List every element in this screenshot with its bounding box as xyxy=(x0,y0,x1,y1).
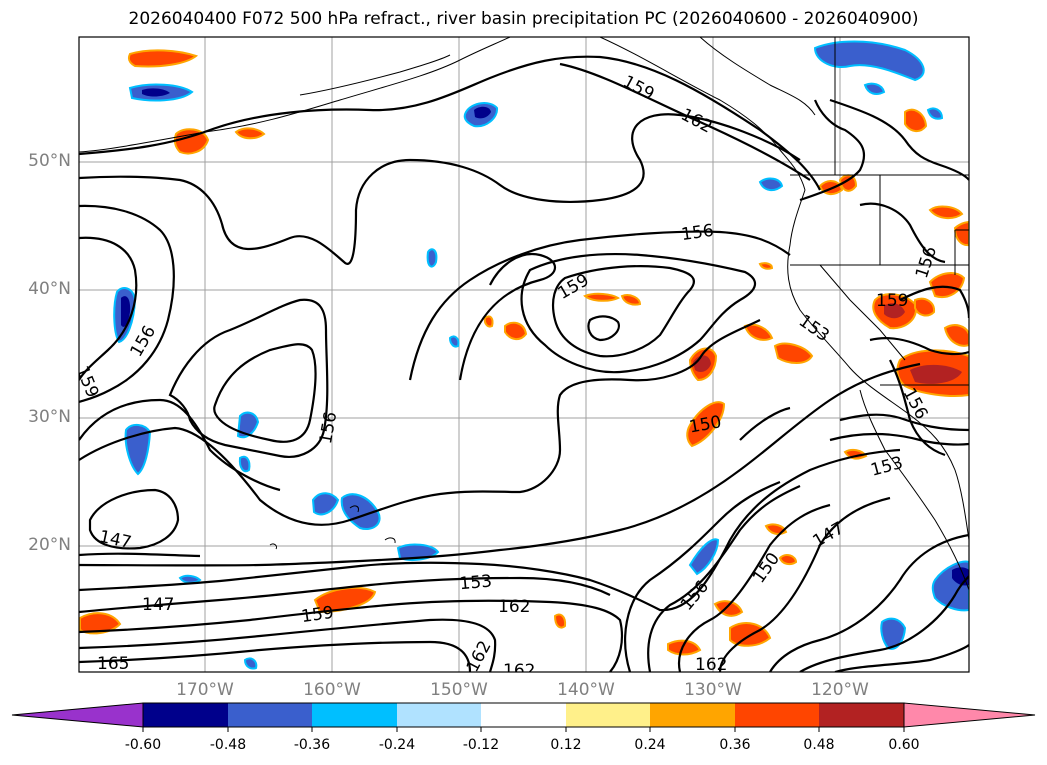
lon-label-150w: 150°W xyxy=(430,680,488,700)
contour-label: 150 xyxy=(688,412,723,437)
contour-label: 150 xyxy=(749,549,784,587)
coastlines xyxy=(79,37,969,591)
contour-label: 159 xyxy=(72,363,103,401)
contour-label: 159 xyxy=(876,291,908,311)
colorbar-tick-label: 0.48 xyxy=(803,737,835,753)
contour-label: 156 xyxy=(912,244,941,281)
lon-label-140w: 140°W xyxy=(557,680,615,700)
colorbar-tick-label: -0.36 xyxy=(293,737,331,753)
colorbar-tick-label: 0.60 xyxy=(888,737,920,753)
contour-label: 153 xyxy=(459,572,493,595)
lon-label-170w: 170°W xyxy=(176,680,234,700)
map-title: 2026040400 F072 500 hPa refract., river … xyxy=(128,9,919,29)
lat-label-20n: 20°N xyxy=(28,535,71,555)
contour-label: 159 xyxy=(300,603,335,627)
contour-label: 162 xyxy=(695,655,727,675)
lon-label-160w: 160°W xyxy=(303,680,361,700)
contour-label: 147 xyxy=(810,518,848,552)
contour-label: 159 xyxy=(555,270,593,304)
positive-anomaly-shading xyxy=(79,49,969,656)
contour-label: 156 xyxy=(680,221,715,245)
colorbar-tick-label: -0.48 xyxy=(209,737,247,753)
political-borders xyxy=(790,37,969,386)
contour-label: 153 xyxy=(869,453,906,481)
contour-label: 162 xyxy=(503,661,535,681)
contour-label: 153 xyxy=(795,311,833,346)
contour-label: 162 xyxy=(498,597,530,617)
colorbar-extend-left xyxy=(11,702,144,728)
colorbar-extend-right xyxy=(903,702,1036,728)
colorbar-tick-label: -0.24 xyxy=(378,737,416,753)
contour-label: 156 xyxy=(127,322,161,360)
contour-label: 147 xyxy=(97,527,133,553)
colorbar-tick-label: 0.12 xyxy=(550,737,582,753)
contour-label: 156 xyxy=(677,577,713,615)
colorbar-tick-label: 0.36 xyxy=(719,737,751,753)
colorbar-tick-label: -0.60 xyxy=(124,737,162,753)
lon-label-130w: 130°W xyxy=(684,680,742,700)
contour-label-group: 159 162 156 159 156 159 156 153 156 159 … xyxy=(72,72,941,681)
contour-label: 156 xyxy=(316,410,341,445)
colorbar-tick-label: 0.24 xyxy=(634,737,666,753)
colorbar xyxy=(11,702,1036,732)
lon-label-120w: 120°W xyxy=(811,680,869,700)
refractivity-contours xyxy=(79,55,969,672)
lat-label-50n: 50°N xyxy=(28,151,71,171)
contour-label: 165 xyxy=(97,654,129,674)
lat-label-30n: 30°N xyxy=(28,407,71,427)
contour-label: 162 xyxy=(677,105,715,138)
lat-label-40n: 40°N xyxy=(28,279,71,299)
map-frame xyxy=(78,36,970,673)
contour-label: 147 xyxy=(142,595,174,615)
negative-anomaly-shading xyxy=(113,40,969,670)
colorbar-tick-label: -0.12 xyxy=(462,737,500,753)
